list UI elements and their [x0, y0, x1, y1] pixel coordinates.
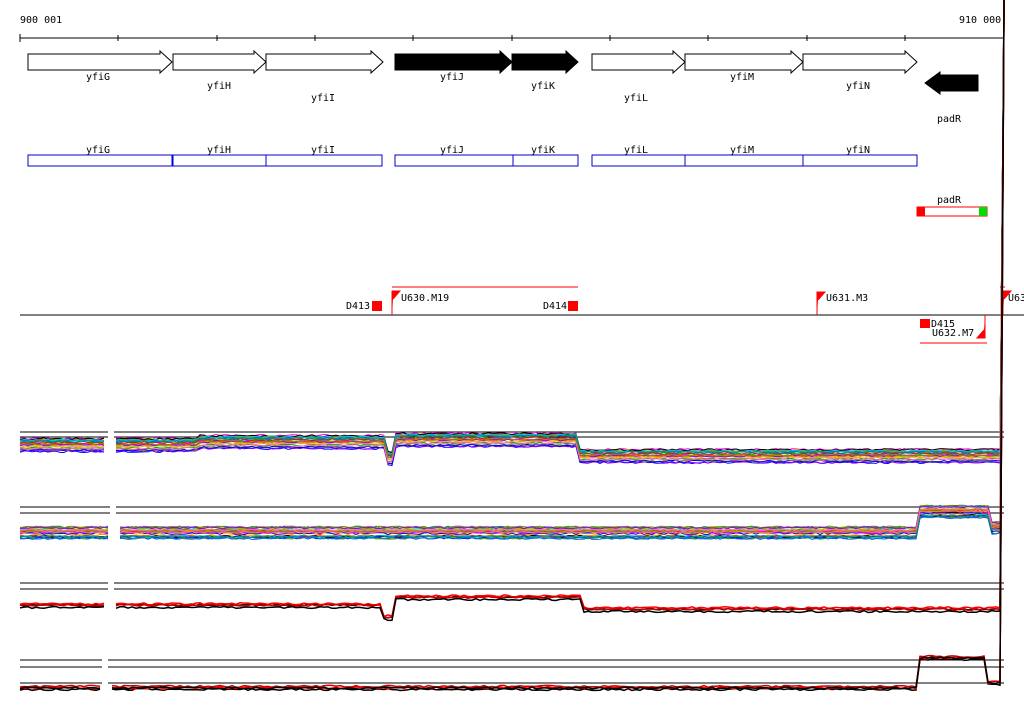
gene-box-yfiK[interactable]	[512, 154, 579, 167]
expression-trace	[19, 1, 1005, 622]
segment-label: U631.M3	[826, 293, 868, 304]
expression-trace	[19, 0, 1005, 618]
gene-label: yfiL	[624, 93, 648, 104]
gene-box-label: yfiN	[846, 145, 870, 156]
gene-box-yfiG[interactable]	[27, 154, 173, 167]
expression-trace	[19, 3, 1005, 539]
segment-flag-U632[interactable]	[975, 315, 986, 339]
expression-panel-3	[19, 0, 1005, 622]
expression-trace	[19, 0, 1005, 456]
gene-arrow-yfiN[interactable]: yfiN	[802, 49, 918, 92]
expression-trace	[19, 0, 1005, 690]
gene-box-label: yfiK	[531, 145, 555, 156]
gene-box-yfiN[interactable]	[802, 154, 918, 167]
expression-trace	[19, 2, 1005, 463]
gene-label: padR	[937, 114, 962, 125]
expression-trace	[19, 0, 1005, 619]
gene-label: yfiG	[86, 72, 110, 83]
gene-label: yfiN	[846, 81, 870, 92]
expression-trace	[19, 5, 1005, 467]
gene-box-label: yfiI	[311, 145, 335, 156]
segment-flag-U63[interactable]	[1002, 290, 1013, 315]
expression-trace	[19, 0, 1005, 459]
gene-arrow-track: yfiG yfiH yfiI yfiJ yfiK yfiL yfiM yfiN	[27, 49, 979, 125]
gene-box-yfiL[interactable]	[591, 154, 686, 167]
segment-label: D415	[931, 319, 955, 330]
gene-arrow-yfiJ[interactable]: yfiJ	[394, 49, 513, 83]
gene-arrow-yfiI[interactable]: yfiI	[265, 49, 384, 104]
segment-marker-D413[interactable]	[372, 301, 382, 311]
segment-marker-D414[interactable]	[568, 301, 578, 311]
expression-trace	[19, 0, 1005, 619]
gene-box-yfiM[interactable]	[684, 154, 804, 167]
expression-trace	[19, 0, 1005, 532]
gene-box-yfiJ[interactable]	[394, 154, 514, 167]
gene-arrow-padR[interactable]: padR	[924, 71, 979, 125]
segment-label: U63	[1008, 293, 1024, 304]
gene-label: yfiJ	[440, 72, 464, 83]
gene-arrow-yfiM[interactable]: yfiM	[684, 49, 804, 83]
gene-box-label: yfiL	[624, 145, 648, 156]
gene-label: yfiH	[207, 81, 231, 92]
segment-marker-D415[interactable]	[920, 319, 930, 328]
gene-box-label: yfiJ	[440, 145, 464, 156]
segment-flag-U630[interactable]	[391, 290, 402, 315]
expression-trace	[19, 0, 1005, 689]
gene-arrow-yfiH[interactable]: yfiH	[172, 49, 267, 92]
segment-flag-U631[interactable]	[816, 291, 827, 315]
padR-box[interactable]: padR	[916, 195, 988, 217]
expression-trace	[19, 1, 1005, 692]
expression-trace	[19, 0, 1005, 457]
gene-arrow-yfiK[interactable]: yfiK	[511, 49, 579, 92]
gene-box-label: yfiM	[730, 145, 754, 156]
segment-label: D414	[543, 301, 567, 312]
segment-label: D413	[346, 301, 370, 312]
coordinate-ruler: 900 001 910 000	[19, 15, 1005, 42]
segment-label: U630.M19	[401, 293, 449, 304]
expression-trace	[19, 0, 1005, 530]
expression-trace	[19, 0, 1005, 690]
gene-box-yfiH[interactable]	[172, 154, 267, 167]
expression-trace	[19, 0, 1005, 455]
gene-box-yfiI[interactable]	[265, 154, 383, 167]
gene-box-label: yfiG	[86, 145, 110, 156]
ruler-start-label: 900 001	[20, 15, 62, 26]
expression-trace	[20, 2, 1005, 461]
gene-label: yfiM	[730, 72, 754, 83]
expression-panel-1	[19, 0, 1005, 468]
ruler-end-label: 910 000	[959, 15, 1001, 26]
expression-trace	[19, 4, 1005, 465]
gene-label: yfiI	[311, 93, 335, 104]
gene-box-track: yfiG yfiH yfiI yfiJ yfiK yfiL yfiM yfiN	[27, 145, 918, 167]
gene-arrow-yfiG[interactable]: yfiG	[27, 49, 173, 83]
segment-track: D413 U630.M19 D414 U631.M3 U63 D415 U632…	[20, 286, 1024, 344]
expression-panel-2	[19, 0, 1005, 543]
gene-label: yfiK	[531, 81, 555, 92]
expression-panel-4	[19, 0, 1005, 695]
expression-trace	[19, 5, 1005, 465]
gene-box-label: yfiH	[207, 145, 231, 156]
expression-trace	[19, 6, 1005, 541]
gene-arrow-yfiL[interactable]: yfiL	[591, 49, 686, 104]
expression-trace	[19, 6, 1005, 465]
padR-box-label: padR	[937, 195, 962, 206]
segment-label: U632.M7	[932, 328, 974, 339]
expression-trace	[19, 0, 1005, 533]
expression-trace	[19, 3, 1005, 464]
